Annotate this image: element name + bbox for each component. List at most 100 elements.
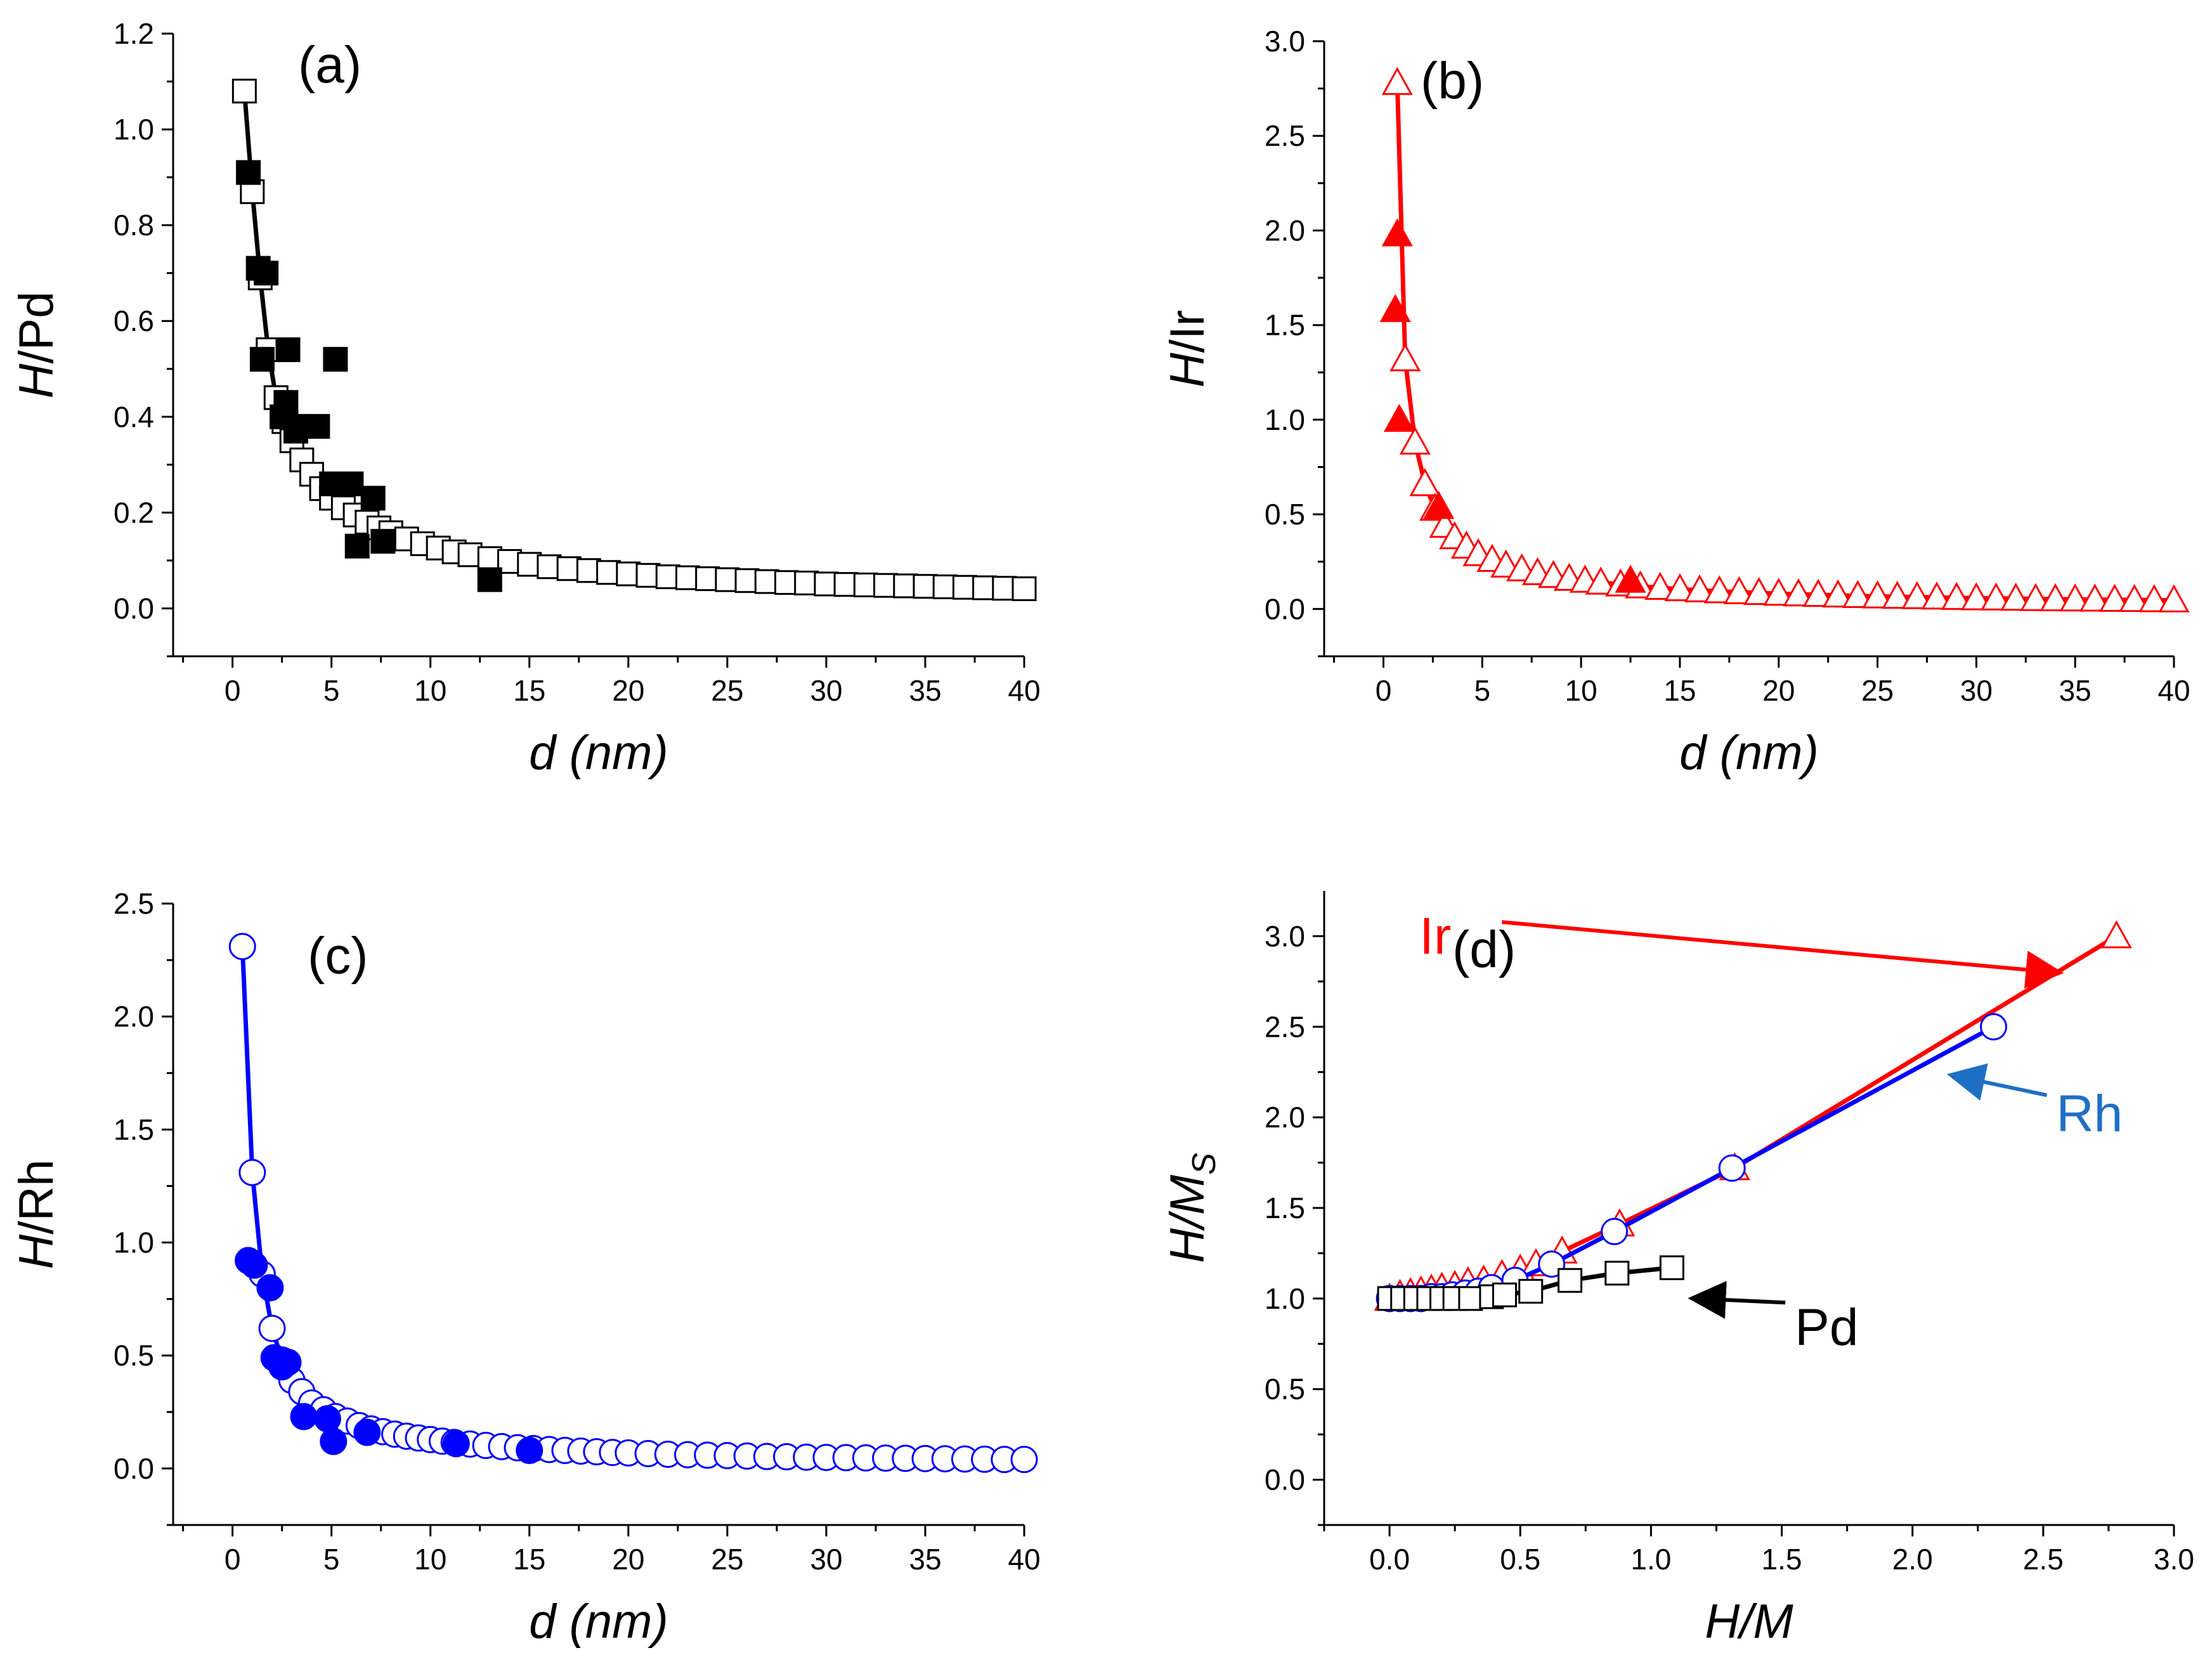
x-tick-label: 5 — [1474, 674, 1491, 707]
data-point — [2040, 583, 2071, 611]
data-point — [320, 1427, 348, 1455]
data-point — [323, 347, 348, 372]
data-point — [249, 347, 275, 372]
x-tick-label: 40 — [1008, 674, 1040, 707]
data-point — [1409, 468, 1441, 496]
x-tick-label: 15 — [513, 674, 545, 707]
series-line — [1395, 82, 2175, 603]
x-tick-label: 15 — [513, 1543, 545, 1576]
annotation-arrow — [1502, 920, 2064, 989]
x-tick-label: 40 — [2157, 674, 2190, 707]
annotation-arrow — [1946, 1063, 2048, 1101]
y-tick-label: 2.0 — [114, 1000, 154, 1033]
x-axis-title: H/M — [1705, 1595, 1793, 1649]
data-point — [2158, 584, 2190, 613]
y-tick-label: 0.4 — [114, 400, 154, 433]
x-tick-label: 1.0 — [1630, 1543, 1671, 1576]
data-point — [231, 79, 257, 104]
data-point — [2098, 583, 2131, 612]
data-point — [370, 529, 396, 554]
y-tick-label: 0.0 — [1265, 592, 1305, 625]
data-point — [1585, 566, 1617, 595]
x-tick-label: 40 — [1008, 1543, 1040, 1576]
data-point — [1644, 571, 1676, 600]
data-point — [1743, 576, 1775, 606]
data-point — [236, 160, 261, 185]
series-line — [240, 946, 1024, 1462]
data-point — [1518, 1278, 1544, 1304]
y-tick-label: 0.0 — [114, 592, 154, 625]
data-point — [1723, 576, 1755, 604]
data-point — [1492, 1282, 1517, 1307]
data-point — [1921, 581, 1953, 610]
y-tick-label: 2.5 — [114, 887, 154, 920]
panel-d: 0.0 0.5 1.0 1.5 2.0 2.5 3.0 0.0 0.5 1.0 1.5 2.0 2.5 3… — [1161, 891, 2194, 1649]
x-tick-label: 0 — [224, 1543, 241, 1576]
data-point — [1664, 573, 1696, 602]
panel-label: (d) — [1452, 921, 1516, 978]
x-tick-label: 1.5 — [1762, 1543, 1802, 1576]
y-tick-label: 0.0 — [114, 1452, 154, 1485]
data-point — [1802, 578, 1834, 607]
x-tick-label: 30 — [810, 674, 842, 707]
data-point — [1822, 579, 1854, 607]
x-tick-label: 25 — [1861, 674, 1894, 707]
x-tick-label: 10 — [1565, 674, 1597, 707]
x-tick-label: 5 — [323, 1543, 340, 1576]
data-point — [1659, 1255, 1684, 1280]
data-point — [238, 1158, 266, 1186]
data-point — [1980, 1013, 2008, 1041]
x-tick-label: 35 — [2059, 674, 2092, 707]
data-point — [254, 261, 279, 286]
y-axis-title: H/Pd — [10, 292, 63, 399]
data-point — [305, 413, 330, 439]
data-point — [1383, 403, 1415, 432]
y-tick-label: 0.2 — [114, 496, 154, 529]
panel-label: (a) — [298, 36, 361, 94]
data-point — [1980, 582, 2012, 611]
x-tick-label: 20 — [1762, 674, 1795, 707]
y-axis-title: H/MS — [1161, 1153, 1223, 1263]
x-tick-label: 15 — [1663, 674, 1696, 707]
y-tick-label: 1.0 — [114, 1226, 154, 1259]
data-point — [2138, 584, 2170, 613]
x-tick-label: 35 — [909, 674, 941, 707]
x-tick-label: 5 — [323, 674, 340, 707]
x-tick-label: 0.5 — [1500, 1543, 1540, 1576]
y-tick-label: 1.0 — [114, 113, 154, 146]
data-point — [313, 1405, 341, 1433]
annotation-label-ir: Ir — [1419, 907, 1451, 965]
data-point — [1783, 578, 1814, 607]
y-tick-label: 2.0 — [1265, 214, 1305, 247]
data-point — [1458, 1286, 1483, 1311]
data-point — [1718, 1154, 1746, 1182]
data-point — [1763, 578, 1795, 606]
panel-label: (c) — [308, 927, 368, 985]
y-tick-label: 1.2 — [114, 17, 154, 50]
y-tick-label: 2.0 — [1265, 1101, 1305, 1134]
x-tick-label: 10 — [414, 1543, 446, 1576]
y-tick-label: 0.5 — [114, 1339, 154, 1372]
x-axis-title: d (nm) — [1679, 726, 1819, 780]
data-point — [2119, 583, 2150, 613]
y-tick-label: 3.0 — [1265, 919, 1305, 952]
y-tick-label: 0.6 — [114, 304, 154, 337]
x-tick-label: 0 — [224, 674, 241, 707]
data-point — [1901, 581, 1933, 609]
x-tick-label: 20 — [612, 1543, 644, 1576]
x-tick-label: 0.0 — [1369, 1543, 1410, 1576]
data-point — [2000, 582, 2032, 611]
y-tick-label: 0.5 — [1265, 498, 1305, 531]
panel-a: 0 5 10 15 20 25 30 35 40 0.0 0.2 0.4 0.6 0.8 1.0 1.2 d (… — [10, 17, 1041, 780]
data-point — [477, 567, 502, 592]
data-point — [275, 337, 301, 363]
data-point — [1703, 575, 1735, 604]
x-tick-label: 25 — [711, 1543, 743, 1576]
annotation-label-rh: Rh — [2056, 1085, 2123, 1143]
data-point — [516, 1436, 543, 1464]
data-point — [1010, 1446, 1038, 1474]
data-point — [1389, 343, 1421, 372]
y-tick-label: 0.5 — [1265, 1373, 1305, 1406]
axes-b — [1323, 41, 2174, 658]
